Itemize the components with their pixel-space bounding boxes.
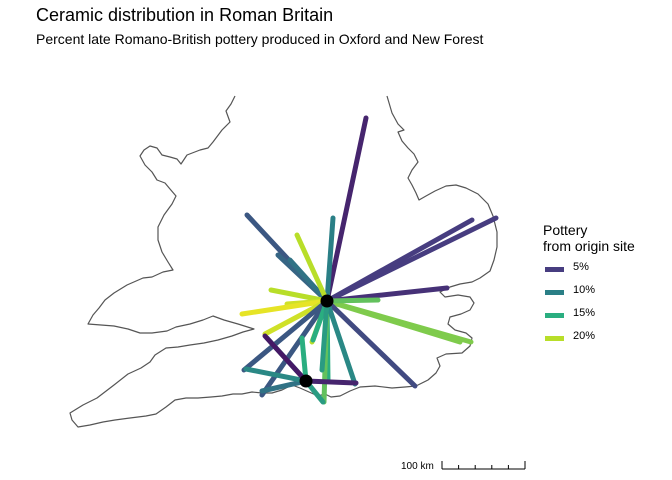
chart-subtitle: Percent late Romano-British pottery prod… xyxy=(36,31,484,47)
legend-label: 20% xyxy=(573,330,596,342)
legend-swatch xyxy=(545,290,564,295)
legend-item: 15% xyxy=(543,304,635,327)
legend: Pottery from origin site 5% 10% 15% 20% xyxy=(543,222,635,350)
origin-site-marker xyxy=(299,374,313,388)
flow-line xyxy=(268,287,330,304)
flow-line xyxy=(324,297,381,304)
flow-line xyxy=(259,378,309,394)
legend-item: 10% xyxy=(543,281,635,304)
flow-line xyxy=(262,333,309,384)
flow-line xyxy=(324,215,336,304)
origin-site-marker xyxy=(320,294,334,308)
flow-line xyxy=(324,298,418,389)
flow-line xyxy=(324,298,463,345)
legend-title: Pottery xyxy=(543,222,588,238)
flow-line xyxy=(259,298,330,398)
legend-swatch xyxy=(545,267,564,272)
legend-label: 15% xyxy=(573,307,596,319)
flow-line xyxy=(324,298,358,387)
flow-line xyxy=(241,298,330,373)
legend-swatch xyxy=(545,313,564,318)
origin-sites xyxy=(299,294,334,388)
legend-title: from origin site xyxy=(543,238,635,254)
flow-line xyxy=(239,298,330,317)
legend-label: 10% xyxy=(573,284,596,296)
flow-line xyxy=(299,335,309,384)
legend-swatch xyxy=(545,336,564,341)
flow-line xyxy=(324,217,475,304)
flow-line xyxy=(324,115,369,304)
legend-item: 20% xyxy=(543,327,635,350)
legend-item: 5% xyxy=(543,258,635,281)
flow-line xyxy=(287,257,330,304)
flow-line xyxy=(243,366,309,384)
flow-line xyxy=(319,298,330,373)
scale-bar xyxy=(441,461,526,470)
legend-label: 5% xyxy=(573,261,589,273)
chart-title: Ceramic distribution in Roman Britain xyxy=(36,5,334,25)
flow-line xyxy=(303,378,359,386)
flow-line xyxy=(294,232,330,304)
scale-bar-label: 100 km xyxy=(401,461,434,472)
flow-lines xyxy=(239,115,499,405)
britain-coastline xyxy=(69,95,498,428)
